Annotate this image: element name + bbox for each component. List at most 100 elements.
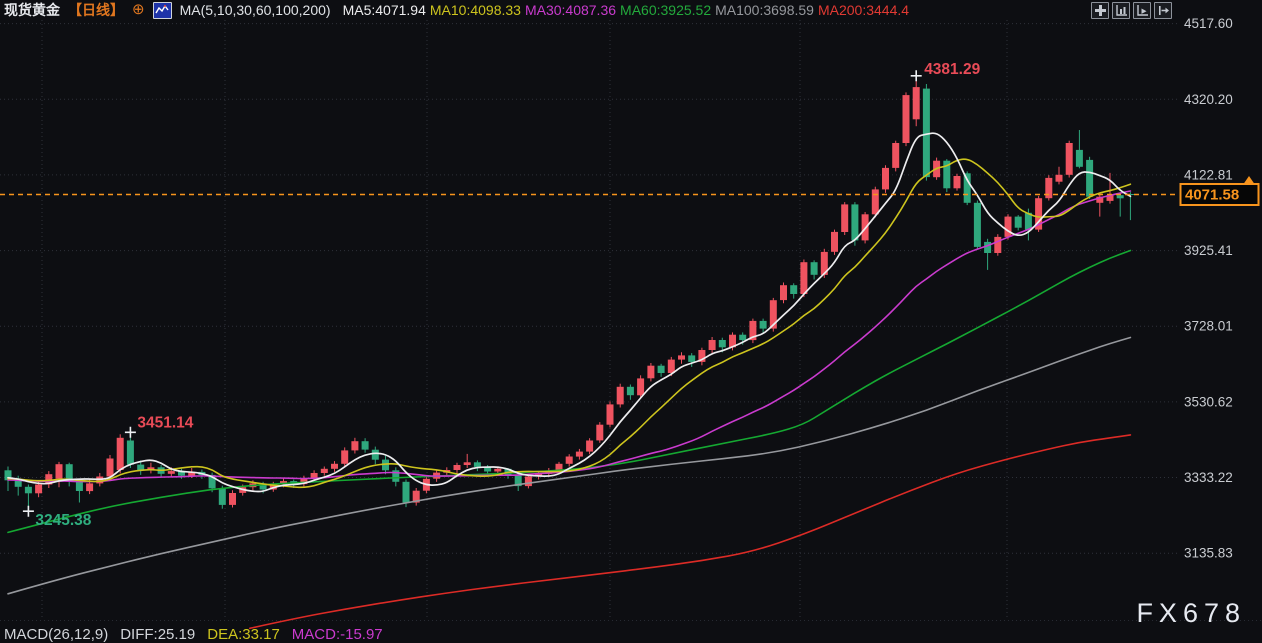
candle-body [749, 320, 757, 341]
candle-body [831, 231, 838, 252]
candle-body [392, 470, 400, 482]
candle-body [616, 386, 624, 405]
candle-body [1096, 196, 1104, 203]
price-box-value: 4071.58 [1185, 187, 1239, 204]
macd-indicator-row: MACD(26,12,9) DIFF:25.19 DEA:33.17 MACD:… [4, 626, 383, 643]
candle-body [902, 95, 910, 143]
chart-header: 现货黄金 【日线】 ⊕ MA(5,10,30,60,100,200) MA5:4… [4, 0, 909, 20]
candle-body [55, 464, 63, 479]
y-axis-tick-label: 3530.62 [1184, 394, 1233, 409]
candle-body [586, 440, 594, 452]
add-indicator-icon[interactable]: ⊕ [132, 1, 145, 18]
pan-tool-button[interactable] [1091, 2, 1109, 19]
candle-body [300, 478, 308, 485]
y-axis-tick-label: 3333.22 [1184, 470, 1233, 485]
candle-body [892, 143, 900, 168]
price-up-arrow-icon [1243, 176, 1255, 184]
candle-body [178, 471, 185, 476]
candle-body [759, 320, 767, 329]
auto-scale-button[interactable] [1133, 2, 1151, 19]
candle-body [606, 404, 614, 425]
candle-body [341, 450, 349, 464]
candle-body [229, 493, 236, 505]
extreme-price-label: 3245.38 [35, 512, 91, 529]
candle-body [514, 474, 522, 487]
candle-body [361, 441, 369, 450]
y-axis-tick-label: 3925.41 [1184, 243, 1233, 258]
candle-body [657, 365, 665, 373]
y-axis-tick-label: 4122.81 [1184, 167, 1233, 182]
exit-arrow-icon [1158, 6, 1169, 15]
candle-body [259, 483, 267, 490]
extreme-cross-icon [124, 426, 136, 438]
ma-line-ma60 [7, 249, 1132, 534]
extreme-price-label: 3451.14 [137, 414, 193, 431]
extreme-markers-layer: 3245.38 3451.14 4381.29 [22, 61, 981, 529]
candle-body [912, 87, 920, 120]
candle-body [871, 189, 879, 215]
candle-body [1004, 216, 1012, 237]
scale-price-button[interactable] [1112, 2, 1130, 19]
pan-icon [1094, 5, 1106, 16]
candle-body [820, 251, 828, 275]
ma-settings-label[interactable]: MA(5,10,30,60,100,200) [179, 2, 331, 18]
candle-body [647, 365, 655, 379]
candle-body [320, 468, 328, 473]
ma-line-ma5 [7, 132, 1132, 493]
ma-line-ma10 [7, 158, 1132, 489]
axis-chart-icon [1115, 5, 1127, 16]
candle-body [188, 471, 196, 476]
candle-body [86, 483, 94, 492]
candle-body [851, 204, 859, 241]
extreme-cross-icon [22, 505, 34, 517]
candle-body [1014, 216, 1022, 228]
candle-body [882, 167, 889, 190]
candle-body [678, 355, 685, 360]
candle-body [524, 476, 532, 487]
y-axis-tick-label: 4320.20 [1184, 92, 1233, 107]
h-gridlines-layer [0, 23, 1262, 621]
ma-value-label: MA10:4098.33 [429, 2, 521, 18]
candle-body [922, 88, 930, 178]
candle-body [453, 465, 461, 470]
macd-hist-value: MACD:-15.97 [291, 626, 383, 643]
candle-body [106, 458, 114, 477]
price-box [1179, 183, 1260, 206]
candle-body [994, 236, 1002, 253]
candle-body [1045, 177, 1053, 199]
candle-body [769, 300, 777, 329]
candle-body [953, 176, 961, 189]
y-axis-tick-label: 4517.60 [1184, 16, 1233, 31]
candle-body [565, 456, 573, 464]
candle-body [167, 471, 175, 474]
candle-body [463, 462, 471, 465]
candle-body [637, 378, 645, 396]
candle-body [984, 241, 992, 253]
candle-body [1065, 143, 1073, 175]
candle-body [331, 463, 338, 469]
candle-body [963, 173, 971, 203]
ma-values-row: MA5:4071.94 MA10:4098.33 MA30:4087.36 MA60:… [339, 2, 909, 18]
go-to-latest-button[interactable] [1154, 2, 1172, 19]
candle-body [65, 464, 73, 482]
candle-body [1024, 212, 1032, 230]
ma-value-label: MA100:3698.59 [715, 2, 814, 18]
candle-body [718, 340, 726, 348]
candle-body [596, 424, 604, 441]
candle-body [810, 262, 818, 275]
watermark: FX678 [1136, 598, 1246, 628]
candle-body [402, 481, 410, 503]
candle-body [24, 486, 32, 494]
y-axis[interactable]: 4517.60 4320.20 4122.81 3925.41 3728.01 3530.… [1184, 16, 1233, 561]
candle-body [75, 481, 83, 491]
ma-value-label: MA60:3925.52 [620, 2, 712, 18]
timeframe-label: 【日线】 [68, 2, 124, 18]
y-axis-tick-label: 3728.01 [1184, 319, 1233, 334]
macd-settings-label[interactable]: MACD(26,12,9) [4, 626, 109, 643]
chart-type-icon[interactable] [152, 1, 172, 19]
extreme-cross-icon [910, 70, 922, 82]
extreme-price-label: 4381.29 [924, 61, 980, 78]
candle-body [494, 468, 502, 472]
candle-body [1055, 174, 1063, 182]
